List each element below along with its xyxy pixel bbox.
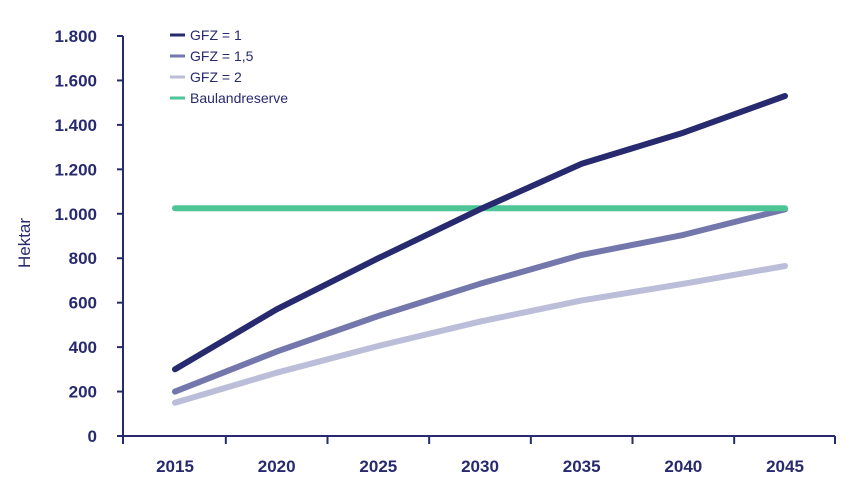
y-axis: 0 200 400 600 800 1.000 1.200 1.400 1.600 1.800 — [54, 27, 124, 446]
legend-label: GFZ = 2 — [190, 69, 242, 85]
y-tick-label: 1.400 — [54, 116, 97, 135]
legend-label: Baulandreserve — [190, 90, 288, 106]
x-tick-label: 2040 — [664, 457, 702, 476]
legend: GFZ = 1 GFZ = 1,5 GFZ = 2 Baulandreserve — [170, 27, 288, 106]
x-tick-label: 2015 — [156, 457, 194, 476]
y-tick-label: 0 — [88, 427, 97, 446]
y-tick-label: 1.800 — [54, 27, 97, 46]
series-line-1 — [172, 206, 788, 395]
x-tick-label: 2025 — [359, 457, 397, 476]
y-tick-label: 200 — [69, 383, 97, 402]
x-tick-label: 2020 — [258, 457, 296, 476]
y-tick-label: 800 — [69, 249, 97, 268]
y-tick-label: 400 — [69, 338, 97, 357]
y-tick-label: 1.600 — [54, 71, 97, 90]
x-tick-label: 2030 — [461, 457, 499, 476]
x-axis: 2015 2020 2025 2030 2035 2040 2045 — [122, 435, 836, 476]
legend-label: GFZ = 1 — [190, 27, 242, 43]
y-axis-title: Hektar — [15, 218, 34, 268]
y-tick-label: 600 — [69, 294, 97, 313]
x-tick-label: 2045 — [766, 457, 804, 476]
series-lines — [172, 93, 788, 406]
y-tick-label: 1.000 — [54, 205, 97, 224]
x-tick-label: 2035 — [563, 457, 601, 476]
y-tick-label: 1.200 — [54, 160, 97, 179]
legend-label: GFZ = 1,5 — [190, 48, 254, 64]
